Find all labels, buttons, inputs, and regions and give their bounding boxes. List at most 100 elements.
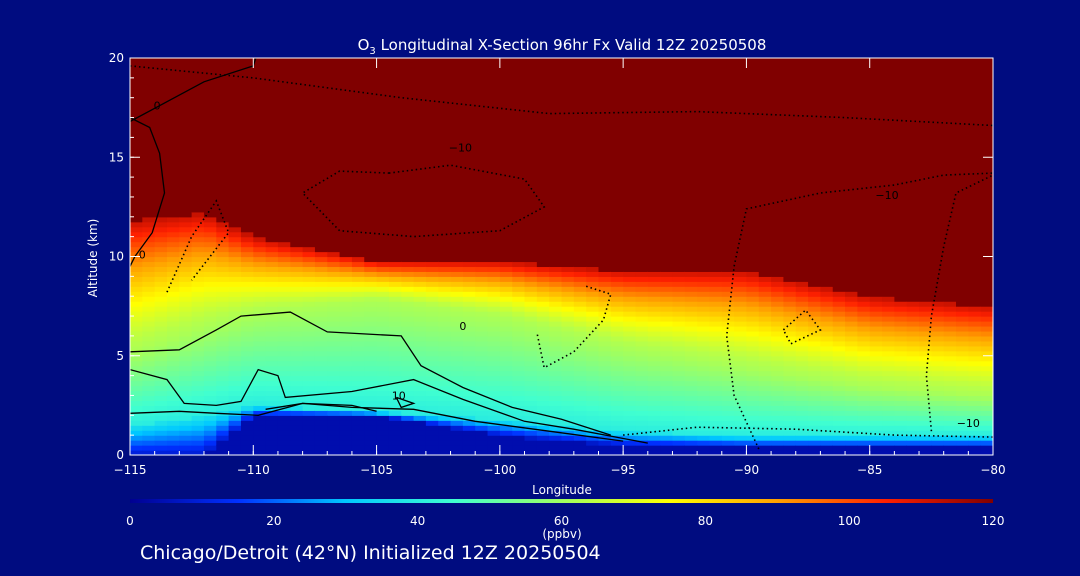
field-cell	[869, 58, 883, 64]
field-cell	[808, 58, 821, 64]
field-cell	[364, 87, 378, 94]
field-cell	[647, 77, 661, 84]
field-cell	[253, 206, 267, 213]
field-cell	[869, 246, 883, 253]
field-cell	[783, 430, 797, 436]
field-cell	[524, 335, 538, 342]
field-cell	[290, 157, 304, 163]
field-cell	[598, 390, 612, 397]
field-cell	[869, 375, 883, 382]
field-cell	[610, 211, 624, 218]
field-cell	[746, 231, 760, 238]
field-cell	[265, 271, 279, 277]
field-cell	[203, 286, 217, 292]
field-cell	[216, 276, 230, 282]
field-cell	[425, 291, 439, 297]
field-cell	[425, 172, 439, 178]
field-cell	[721, 241, 735, 248]
field-cell	[154, 400, 168, 406]
field-cell	[228, 62, 242, 69]
field-cell	[302, 395, 316, 402]
field-cell	[536, 355, 550, 362]
field-cell	[845, 316, 858, 322]
field-cell	[253, 231, 267, 238]
field-cell	[462, 400, 476, 406]
field-cell	[142, 360, 156, 367]
field-cell	[783, 296, 797, 302]
field-cell	[869, 350, 883, 357]
field-cell	[771, 127, 785, 134]
field-cell	[894, 291, 908, 297]
field-cell	[179, 58, 193, 64]
field-cell	[746, 375, 760, 382]
field-cell	[487, 430, 501, 436]
field-cell	[598, 142, 612, 148]
field-cell	[351, 87, 365, 94]
field-cell	[623, 345, 637, 352]
field-cell	[216, 177, 230, 183]
field-cell	[339, 152, 353, 158]
field-cell	[413, 380, 427, 387]
field-cell	[882, 256, 895, 263]
field-cell	[672, 360, 686, 367]
field-cell	[327, 360, 341, 367]
field-cell	[623, 340, 637, 347]
field-cell	[339, 350, 353, 357]
field-cell	[450, 211, 464, 218]
field-cell	[623, 276, 637, 282]
field-cell	[462, 385, 476, 392]
field-cell	[573, 450, 587, 455]
field-cell	[142, 87, 156, 94]
field-cell	[314, 246, 328, 253]
field-cell	[413, 425, 427, 431]
field-cell	[401, 435, 415, 441]
field-cell	[462, 87, 476, 94]
field-cell	[339, 380, 353, 387]
field-cell	[240, 152, 254, 158]
field-cell	[598, 241, 612, 248]
field-cell	[475, 211, 489, 218]
field-cell	[216, 122, 230, 129]
field-cell	[425, 340, 439, 347]
field-cell	[364, 390, 378, 397]
field-cell	[253, 142, 267, 148]
field-cell	[376, 435, 390, 441]
field-cell	[672, 246, 686, 253]
field-cell	[598, 251, 612, 258]
field-cell	[314, 87, 328, 94]
field-cell	[438, 102, 452, 109]
field-cell	[549, 172, 563, 178]
field-cell	[401, 380, 415, 387]
field-cell	[166, 92, 180, 99]
field-cell	[240, 246, 254, 253]
field-cell	[376, 221, 390, 228]
field-cell	[684, 172, 698, 178]
field-cell	[401, 360, 415, 367]
field-cell	[845, 390, 858, 397]
field-cell	[364, 311, 378, 317]
field-cell	[425, 400, 439, 406]
field-cell	[660, 58, 674, 64]
field-cell	[721, 420, 735, 426]
field-cell	[783, 162, 797, 168]
field-cell	[277, 187, 291, 193]
field-cell	[475, 291, 489, 297]
field-cell	[734, 335, 748, 342]
field-cell	[783, 231, 797, 238]
field-cell	[832, 241, 846, 248]
field-cell	[623, 385, 637, 392]
field-cell	[647, 425, 661, 431]
field-cell	[475, 82, 489, 89]
field-cell	[857, 380, 871, 387]
field-cell	[475, 206, 489, 213]
field-cell	[697, 142, 711, 148]
field-cell	[610, 112, 624, 119]
field-cell	[376, 395, 390, 402]
field-cell	[623, 335, 637, 342]
field-cell	[166, 316, 180, 322]
field-cell	[191, 172, 205, 178]
field-cell	[462, 152, 476, 158]
field-cell	[290, 311, 304, 317]
field-cell	[512, 350, 526, 357]
field-cell	[253, 196, 267, 203]
